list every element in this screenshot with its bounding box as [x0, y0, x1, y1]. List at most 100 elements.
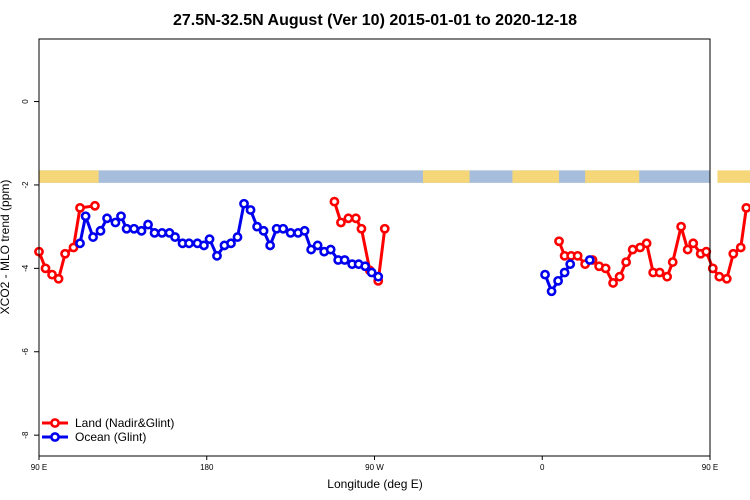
legend-label: Land (Nadir&Glint)	[75, 416, 174, 430]
data-point	[379, 223, 390, 234]
data-point	[614, 271, 625, 282]
data-point	[88, 232, 98, 242]
data-point	[682, 244, 693, 255]
x-tick-label: 90 E	[702, 463, 718, 472]
data-point	[559, 267, 570, 278]
data-point	[116, 211, 126, 222]
data-point	[688, 238, 699, 249]
y-tick-label: -2	[21, 181, 30, 189]
data-point	[373, 271, 384, 282]
data-point	[621, 257, 632, 267]
data-point	[299, 225, 310, 236]
x-tick-label: 0	[540, 463, 545, 472]
data-point	[654, 267, 665, 278]
data-point	[336, 217, 346, 228]
plot-frame	[38, 38, 711, 457]
data-point	[553, 275, 563, 286]
data-point	[149, 228, 160, 238]
data-point	[714, 271, 725, 282]
data-point	[212, 250, 222, 261]
data-point	[546, 286, 557, 297]
data-point	[701, 246, 712, 257]
data-point	[356, 223, 367, 234]
data-point	[226, 238, 236, 249]
data-point	[285, 228, 296, 238]
land-strip-segment	[717, 170, 750, 183]
data-point	[232, 232, 243, 242]
land-strip-segment	[39, 170, 99, 183]
y-tick-label: -8	[21, 431, 30, 439]
data-point	[600, 263, 611, 274]
data-point	[258, 225, 269, 236]
data-point	[721, 273, 732, 284]
series-0	[34, 196, 750, 288]
y-tick-label: -4	[21, 264, 30, 272]
data-point	[339, 255, 350, 265]
data-point	[306, 244, 317, 255]
data-point	[343, 213, 354, 224]
legend-swatch-marker	[50, 418, 60, 428]
series-1	[75, 198, 595, 297]
data-point	[184, 238, 194, 249]
data-point	[540, 269, 550, 280]
data-point	[68, 242, 79, 253]
data-point	[121, 223, 132, 234]
data-point	[667, 257, 678, 267]
x-tick-label: 90 W	[365, 463, 384, 472]
x-tick-label: 90 E	[31, 463, 47, 472]
y-tick-label: 0	[21, 99, 30, 104]
data-point	[278, 223, 289, 234]
data-point	[129, 223, 139, 234]
legend: Land (Nadir&Glint)Ocean (Glint)	[42, 416, 174, 444]
data-point	[635, 242, 646, 253]
data-point	[350, 213, 361, 224]
data-point	[47, 269, 57, 280]
data-point	[80, 211, 91, 222]
data-point	[75, 202, 85, 213]
data-point	[360, 261, 371, 272]
data-point	[143, 219, 153, 230]
data-point	[329, 196, 340, 207]
data-point	[60, 248, 70, 259]
data-point	[40, 263, 51, 274]
x-tick-label: 180	[200, 463, 214, 472]
data-point	[728, 248, 739, 259]
data-point	[95, 225, 106, 236]
data-point	[252, 221, 262, 232]
land-strip-segment	[422, 170, 470, 183]
data-point	[312, 240, 323, 251]
data-point	[662, 271, 673, 282]
data-point	[741, 202, 750, 213]
data-point	[90, 200, 100, 211]
data-point	[608, 278, 618, 288]
data-point	[136, 225, 147, 236]
data-point	[75, 238, 85, 249]
data-point	[170, 232, 180, 242]
data-point	[110, 217, 121, 228]
data-point	[239, 198, 249, 209]
chart-title: 27.5N-32.5N August (Ver 10) 2015-01-01 t…	[173, 12, 577, 29]
data-point	[735, 242, 746, 253]
data-point	[204, 234, 215, 245]
data-point	[554, 236, 564, 247]
data-point	[53, 273, 64, 284]
legend-label: Ocean (Glint)	[75, 430, 146, 444]
data-point	[366, 267, 377, 278]
series-layer	[34, 196, 750, 297]
data-point	[565, 259, 576, 270]
land-strip-segment	[585, 170, 640, 183]
data-point	[199, 240, 209, 251]
data-point	[325, 244, 336, 255]
y-axis: 0 -2 -4 -6 -8	[21, 99, 39, 439]
legend-swatch-marker	[50, 432, 60, 442]
data-point	[584, 255, 595, 265]
y-tick-label: -6	[21, 348, 30, 356]
data-point	[707, 263, 718, 274]
data-point	[572, 250, 583, 261]
data-point	[627, 244, 638, 255]
x-axis: 90 E 180 90 W 0 90 E	[31, 456, 718, 472]
data-point	[157, 228, 167, 238]
data-point	[245, 205, 256, 215]
x-axis-label: Longitude (deg E)	[327, 477, 422, 491]
